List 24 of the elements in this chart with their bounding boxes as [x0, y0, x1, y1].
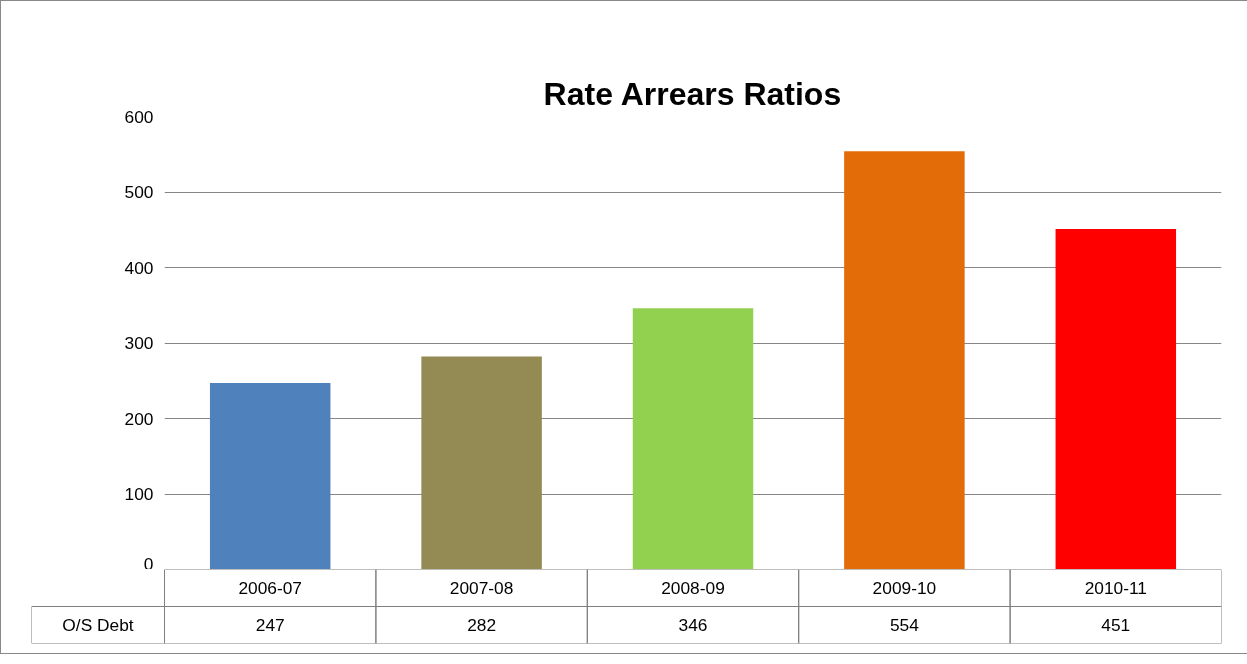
bar: [844, 151, 965, 569]
bar: [421, 356, 542, 569]
text: O/S Debt: [62, 615, 134, 635]
y-tick-label: 400: [124, 257, 154, 278]
data-label: 247: [255, 615, 285, 635]
y-tick-label: 100: [124, 484, 154, 504]
y-tick-label: 0: [143, 553, 154, 574]
y-tick-label: 600: [124, 106, 154, 127]
y-tick-label: 300: [124, 333, 154, 353]
x-tick-label: 2009-10: [872, 578, 937, 598]
y-tick-label: 500: [124, 182, 154, 202]
x-tick-label: 2008-09: [661, 578, 725, 598]
data-label: 554: [889, 615, 920, 635]
data-label: 451: [1101, 615, 1131, 635]
x-tick-label: 2007-08: [449, 578, 514, 598]
bar: [209, 383, 331, 569]
bar: [1055, 228, 1177, 569]
chart-title: Rate Arrears Ratios: [543, 75, 842, 112]
bar: [632, 308, 754, 569]
data-label: 346: [678, 615, 708, 635]
x-tick-label: 2010-11: [1084, 578, 1147, 598]
x-tick-label: 2006-07: [238, 578, 302, 598]
data-label: 282: [467, 615, 497, 635]
y-tick-label: 200: [124, 408, 154, 429]
